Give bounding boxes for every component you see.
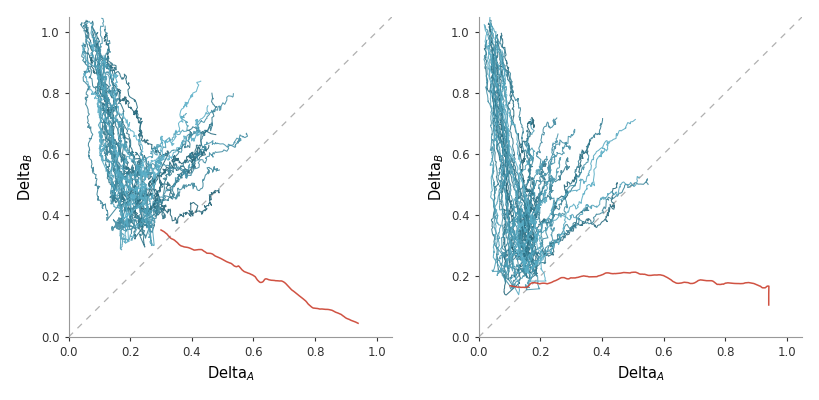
Y-axis label: Delta$_B$: Delta$_B$ bbox=[16, 153, 35, 201]
X-axis label: Delta$_A$: Delta$_A$ bbox=[617, 365, 664, 383]
Y-axis label: Delta$_B$: Delta$_B$ bbox=[427, 153, 446, 201]
X-axis label: Delta$_A$: Delta$_A$ bbox=[206, 365, 254, 383]
